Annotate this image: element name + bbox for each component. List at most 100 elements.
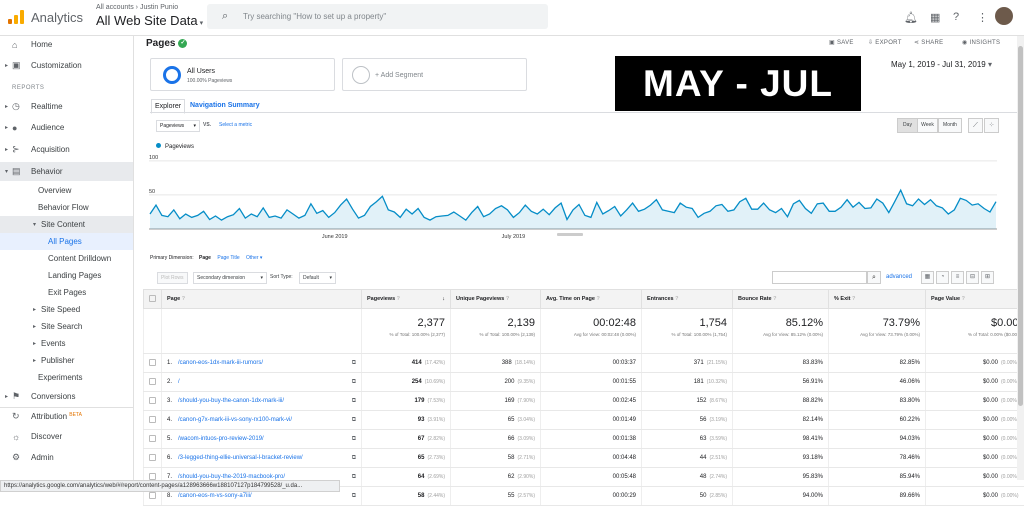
sidebar-item-site-speed[interactable]: ▸ Site Speed <box>0 301 133 318</box>
checkbox[interactable] <box>149 472 156 480</box>
row-checkbox-cell[interactable] <box>143 353 162 373</box>
sidebar-item-events[interactable]: ▸ Events <box>0 335 133 352</box>
pie-view-icon[interactable]: ◔ <box>936 271 949 284</box>
sidebar-item-realtime[interactable]: ▸ ◷ Realtime <box>0 98 133 115</box>
insights-button[interactable]: ◉ INSIGHTS <box>962 39 1000 46</box>
header-page[interactable]: Page ? <box>161 289 362 309</box>
sidebar-item-publisher[interactable]: ▸ Publisher <box>0 352 133 369</box>
cell-page[interactable]: 3. /should-you-buy-the-canon-1dx-mark-iii… <box>161 391 362 411</box>
cell-page[interactable]: 6. /3-legged-thing-ellie-universal-l-brac… <box>161 448 362 468</box>
page-link[interactable]: /should-you-buy-the-2019-macbook-pro/ <box>178 473 286 480</box>
dimension-other[interactable]: Other ▾ <box>246 255 263 261</box>
table-row[interactable]: 3. /should-you-buy-the-canon-1dx-mark-iii… <box>143 391 1024 411</box>
page-link[interactable]: /canon-eos-m-vs-sony-a7iii/ <box>178 492 252 499</box>
header-unique-pageviews[interactable]: Unique Pageviews ? <box>450 289 541 309</box>
advanced-link[interactable]: advanced <box>886 274 913 280</box>
page-link[interactable]: / <box>178 378 180 385</box>
sidebar-item-overview[interactable]: Overview <box>0 182 133 199</box>
sidebar-item-acquisition[interactable]: ▸ ⊱ Acquisition <box>0 141 133 158</box>
add-segment-button[interactable]: + Add Segment <box>342 58 527 91</box>
external-link-icon[interactable]: ⧉ <box>351 454 356 461</box>
checkbox[interactable] <box>149 358 156 366</box>
help-icon[interactable]: ? <box>953 11 960 23</box>
external-link-icon[interactable]: ⧉ <box>351 378 356 385</box>
bar-view-icon[interactable]: ≡ <box>951 271 964 284</box>
tab-explorer[interactable]: Explorer <box>151 99 186 114</box>
table-row[interactable]: 6. /3-legged-thing-ellie-universal-l-brac… <box>143 448 1024 468</box>
checkbox[interactable] <box>149 294 156 302</box>
header-pageviews[interactable]: Pageviews ? ↓ <box>361 289 451 309</box>
sidebar-item-all-pages[interactable]: All Pages <box>0 233 133 250</box>
external-link-icon[interactable]: ⧉ <box>351 416 356 423</box>
sidebar-item-admin[interactable]: ⚙ Admin <box>0 449 133 466</box>
search-bar[interactable]: ⌕ Try searching "How to set up a propert… <box>207 4 548 29</box>
external-link-icon[interactable]: ⧉ <box>351 492 356 499</box>
view-selector[interactable]: All Web Site Data ▾ <box>96 13 203 28</box>
scrollbar-thumb[interactable] <box>1018 46 1023 406</box>
checkbox[interactable] <box>149 415 156 423</box>
header-bounce-rate[interactable]: Bounce Rate ? <box>732 289 829 309</box>
checkbox[interactable] <box>149 434 156 442</box>
line-chart-icon[interactable]: ⟋ <box>968 118 983 133</box>
select-all-checkbox-cell[interactable] <box>143 289 162 309</box>
share-button[interactable]: ⋖ SHARE <box>914 39 943 46</box>
comparison-view-icon[interactable]: ⊟ <box>966 271 979 284</box>
sidebar-item-site-content[interactable]: ▾ Site Content <box>0 216 133 233</box>
cell-page[interactable]: 5. /wacom-intuos-pro-review-2019/ ⧉ <box>161 429 362 449</box>
cell-page[interactable]: 4. /canon-g7x-mark-iii-vs-sony-rx100-mark… <box>161 410 362 430</box>
save-button[interactable]: ▣ SAVE <box>829 39 854 46</box>
external-link-icon[interactable]: ⧉ <box>351 397 356 404</box>
sidebar-item-discover[interactable]: ☼ Discover <box>0 428 133 445</box>
external-link-icon[interactable]: ⧉ <box>351 473 356 480</box>
header-entrances[interactable]: Entrances ? <box>641 289 733 309</box>
search-icon[interactable]: ⌕ <box>867 271 881 284</box>
row-checkbox-cell[interactable] <box>143 391 162 411</box>
more-vert-icon[interactable]: ⋮ <box>977 12 988 24</box>
plot-rows-button[interactable]: Plot Rows <box>157 272 188 284</box>
table-row[interactable]: 2. / ⧉ 254 (10.69%) 200 (9.35%) 00:01:55 181 (10.… <box>143 372 1024 392</box>
secondary-dimension-select[interactable]: Secondary dimension ▾ <box>193 272 267 284</box>
checkbox[interactable] <box>149 396 156 404</box>
row-checkbox-cell[interactable] <box>143 448 162 468</box>
select-metric-link[interactable]: Select a metric <box>219 122 253 128</box>
date-range-picker[interactable]: May 1, 2019 - Jul 31, 2019 ▾ <box>891 60 992 69</box>
tab-navigation-summary[interactable]: Navigation Summary <box>190 102 260 109</box>
metric-select[interactable]: Pageviews ▾ <box>156 120 200 132</box>
table-row[interactable]: 1. /canon-eos-1dx-mark-iii-rumors/ ⧉ 414 (17… <box>143 353 1024 373</box>
dimension-page[interactable]: Page <box>199 255 211 261</box>
row-checkbox-cell[interactable] <box>143 429 162 449</box>
scrollbar[interactable] <box>1017 36 1024 480</box>
export-button[interactable]: ⇩ EXPORT <box>868 39 902 46</box>
external-link-icon[interactable]: ⧉ <box>351 435 356 442</box>
sidebar-item-experiments[interactable]: Experiments <box>0 369 133 386</box>
page-link[interactable]: /wacom-intuos-pro-review-2019/ <box>178 435 264 442</box>
segment-all-users[interactable]: All Users 100.00% Pageviews <box>150 58 335 91</box>
table-row[interactable]: 5. /wacom-intuos-pro-review-2019/ ⧉ 67 (2.82… <box>143 429 1024 449</box>
sidebar-item-home[interactable]: ⌂ Home <box>0 36 133 53</box>
analytics-logo-icon[interactable] <box>8 10 24 24</box>
row-checkbox-cell[interactable] <box>143 372 162 392</box>
sidebar-item-exit-pages[interactable]: Exit Pages <box>0 284 133 301</box>
row-checkbox-cell[interactable] <box>143 410 162 430</box>
sidebar-item-landing-pages[interactable]: Landing Pages <box>0 267 133 284</box>
header-page-value[interactable]: Page Value ? <box>925 289 1024 309</box>
sidebar-item-behavior[interactable]: ▾ ▤ Behavior <box>0 162 133 181</box>
brand-name[interactable]: Analytics <box>31 10 84 25</box>
page-link[interactable]: /canon-eos-1dx-mark-iii-rumors/ <box>178 359 264 366</box>
month-button[interactable]: Month <box>938 118 962 133</box>
avatar[interactable] <box>995 7 1013 25</box>
cell-page[interactable]: 2. / ⧉ <box>161 372 362 392</box>
page-link[interactable]: /3-legged-thing-ellie-universal-l-bracke… <box>178 454 303 461</box>
header-avg-time-on-page[interactable]: Avg. Time on Page ? <box>540 289 642 309</box>
cell-page[interactable]: 1. /canon-eos-1dx-mark-iii-rumors/ ⧉ <box>161 353 362 373</box>
day-button[interactable]: Day <box>897 118 918 133</box>
table-row[interactable]: 4. /canon-g7x-mark-iii-vs-sony-rx100-mark… <box>143 410 1024 430</box>
sort-type-select[interactable]: Default ▾ <box>299 272 336 284</box>
checkbox[interactable] <box>149 377 156 385</box>
sidebar-item-conversions[interactable]: ▸ ⚑ Conversions <box>0 388 133 405</box>
dimension-page-title[interactable]: Page Title <box>217 255 240 261</box>
page-link[interactable]: /should-you-buy-the-canon-1dx-mark-iii/ <box>178 397 285 404</box>
sidebar-item-site-search[interactable]: ▸ Site Search <box>0 318 133 335</box>
sidebar-item-audience[interactable]: ▸ ● Audience <box>0 119 133 136</box>
table-search-input[interactable] <box>772 271 867 284</box>
